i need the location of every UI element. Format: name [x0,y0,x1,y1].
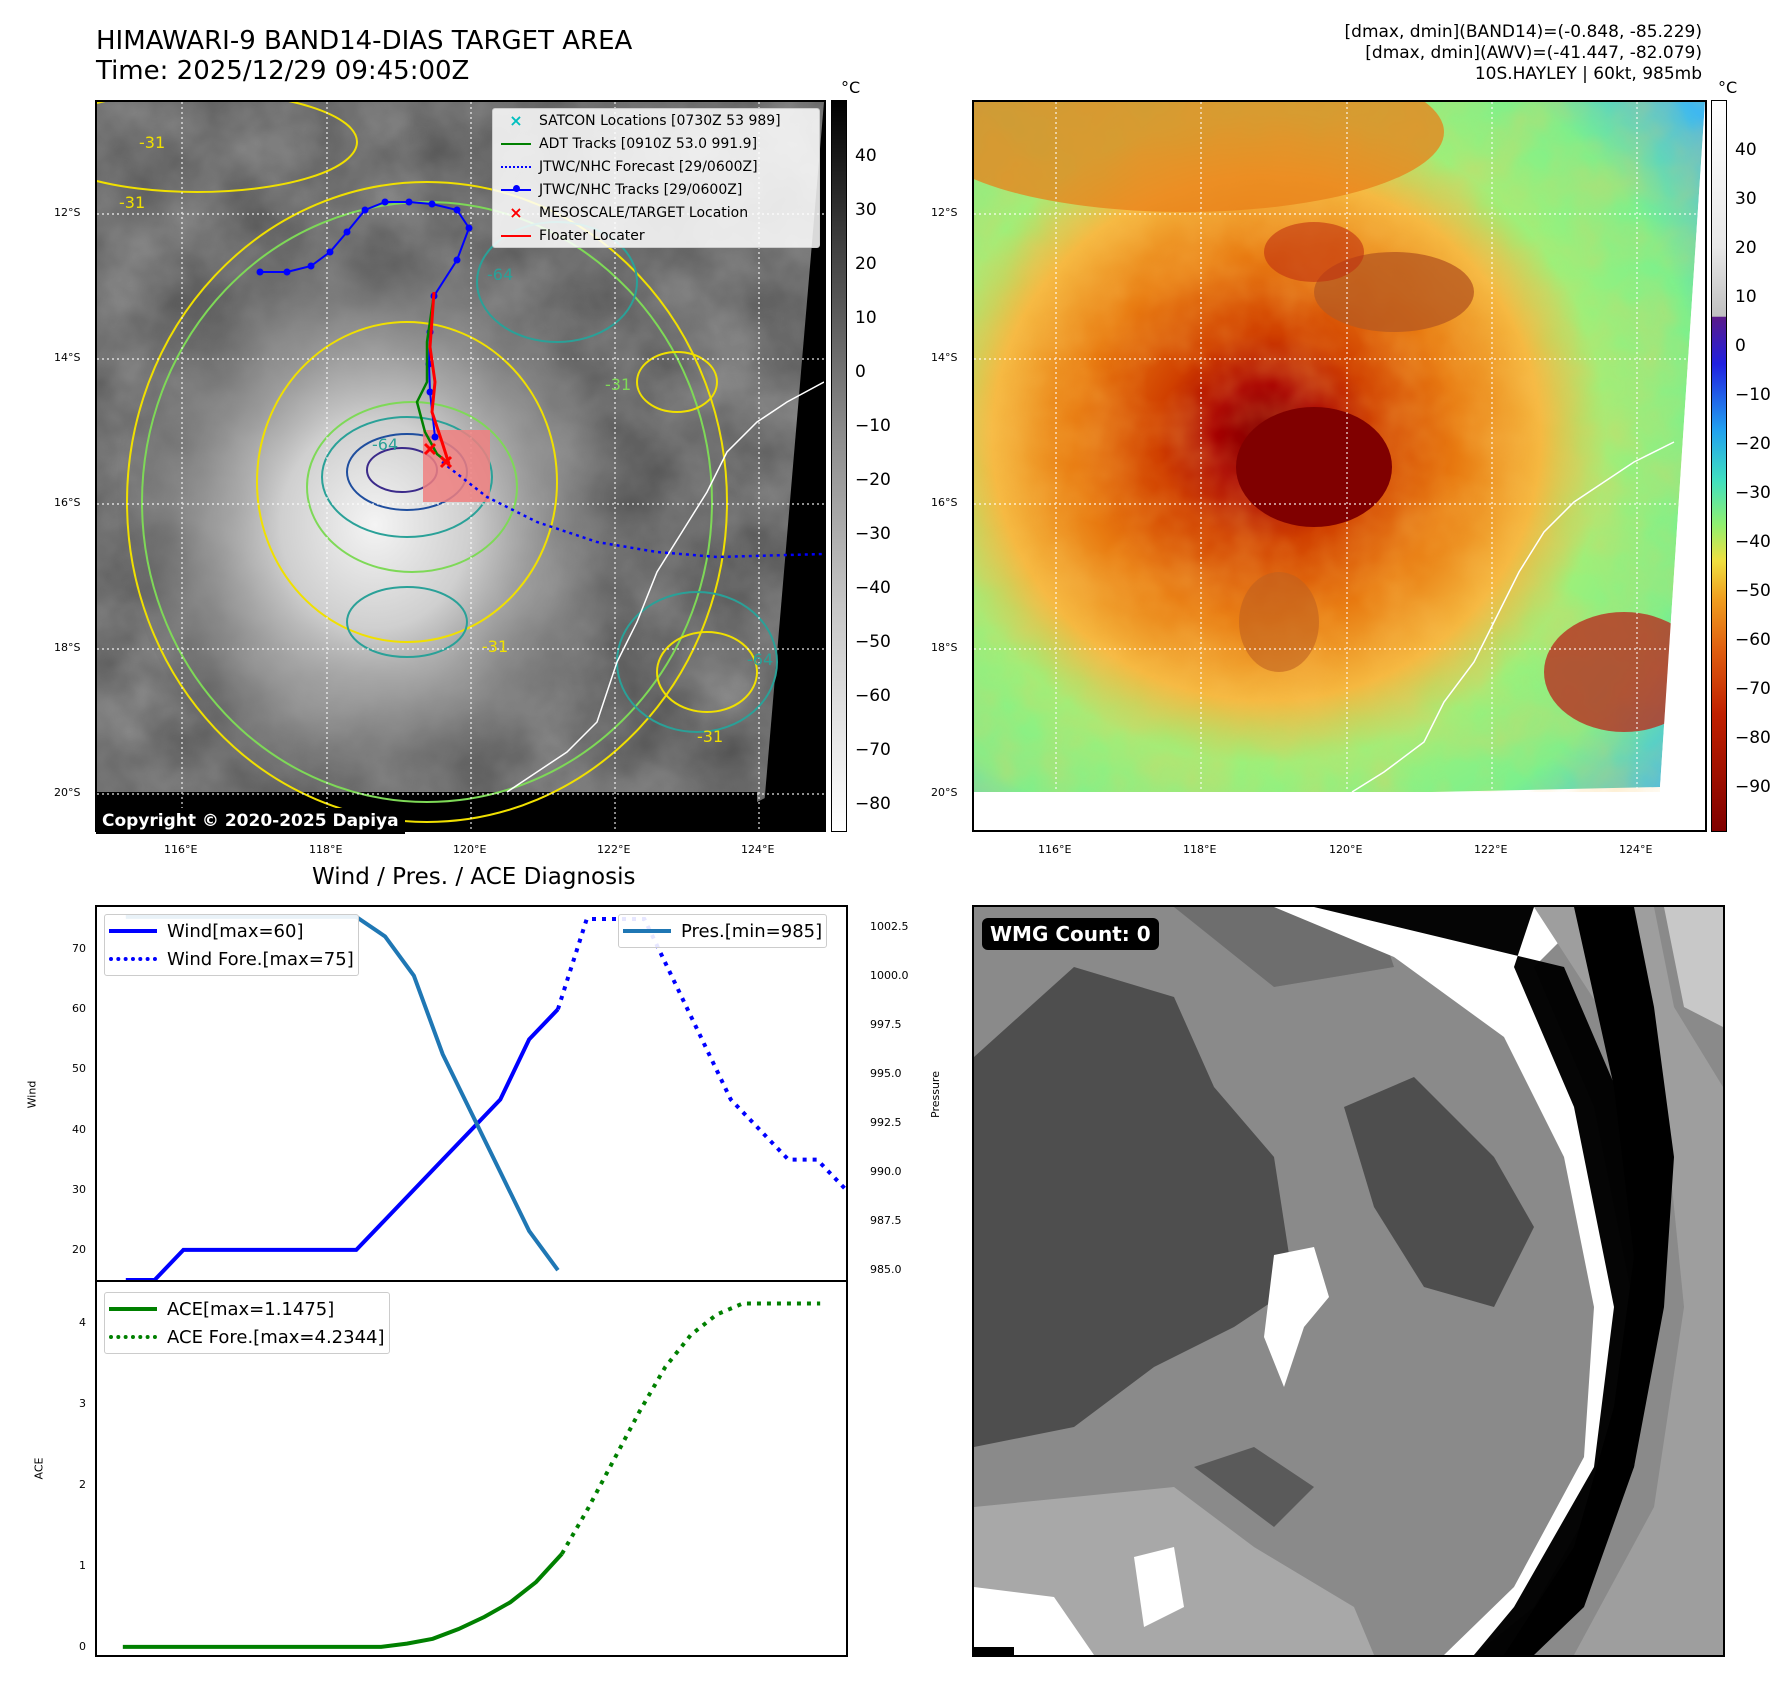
y-tick-label: 987.5 [870,1214,902,1228]
y-tick-label: 2 [79,1477,86,1491]
y-tick-label: 0 [79,1639,86,1653]
y-tick-label: 997.5 [870,1017,902,1031]
y-tick-label: 1000.0 [870,968,909,982]
ir-map-canvas: -31 -31 -64 -64 -31 -31 -64 -31 [97,102,824,830]
ace-chart [95,1280,848,1657]
left-colorbar-unit: °C [841,78,861,97]
wmg-count-badge: WMG Count: 0 [982,918,1159,950]
right-colorbar [1711,100,1727,832]
y-tick-label: 992.5 [870,1115,902,1129]
y-tick-label: 40 [72,1122,86,1136]
legend-item-mesoscale: × MESOSCALE/TARGET Location [509,203,749,222]
y-tick-label: 50 [72,1062,86,1076]
y-tick-label: 1 [79,1558,86,1572]
contour-label: -64 [747,650,773,669]
copyright-label: Copyright © 2020-2025 Dapiya [96,808,405,834]
coastline [1351,441,1675,793]
y-tick-label: 60 [72,1002,86,1016]
wind-legend: Wind[max=60] Wind Fore.[max=75] [104,914,359,976]
ace-forecast-legend-item: ACE Fore.[max=4.2344] [109,1323,385,1351]
y-tick-label: 4 [79,1315,86,1329]
floater-track [428,291,451,465]
legend-item-jtwc-forecast: JTWC/NHC Forecast [29/0600Z] [493,155,819,178]
adt-track [415,293,448,463]
series-line-ace-1 [560,1301,821,1555]
series-line-ace-0 [122,1552,564,1649]
diagnosis-title: Wind / Pres. / ACE Diagnosis [312,864,636,890]
storm-intensity: 10S.HAYLEY | 60kt, 985mb [1474,64,1702,84]
y-tick-label: 990.0 [870,1165,902,1179]
coastline [506,381,824,793]
contour-label: -31 [482,637,508,656]
ace-svg [122,1301,821,1649]
ace-axis-label: ACE [32,1457,46,1480]
legend-item-adt: ADT Tracks [0910Z 53.0 991.9] [493,132,819,155]
wind-forecast-legend-item: Wind Fore.[max=75] [109,945,354,973]
enhanced-map-canvas [974,102,1705,830]
track-legend: × SATCON Locations [0730Z 53 989] ADT Tr… [492,108,820,248]
awv-range: [dmax, dmin](AWV)=(-41.447, -82.079) [1365,43,1702,63]
pressure-legend: Pres.[min=985] [618,914,828,948]
contour-label: -64 [372,435,398,454]
y-tick-label: 1002.5 [870,919,909,933]
pressure-axis-label: Pressure [928,1071,942,1118]
y-tick-label: 3 [79,1396,86,1410]
left-colorbar [831,100,847,832]
contour-label: -31 [139,133,165,152]
y-tick-label: 70 [72,942,86,956]
contour-label: -31 [119,193,145,212]
wind-legend-item: Wind[max=60] [109,917,354,945]
contour-label: -64 [487,265,513,284]
contour-label: -31 [605,375,631,394]
enhanced-map-panel [972,100,1707,832]
legend-item-floater: Floater Locater [493,224,819,247]
contour-label: -31 [697,727,723,746]
y-tick-label: 30 [72,1182,86,1196]
wmg-panel [972,905,1725,1657]
right-colorbar-unit: °C [1718,78,1738,97]
series-line-wind-0 [125,1007,560,1280]
legend-item-satcon: × SATCON Locations [0730Z 53 989] [509,111,781,130]
wind-axis-label: Wind [25,1080,39,1109]
jtwc-forecast-track [441,461,824,559]
y-tick-label: 20 [72,1242,86,1256]
ace-legend: ACE[max=1.1475] ACE Fore.[max=4.2344] [104,1292,390,1354]
storm-info: [dmax, dmin](BAND14)=(-0.848, -85.229) [… [1345,22,1702,85]
legend-item-jtwc-tracks: JTWC/NHC Tracks [29/0600Z] [493,178,819,201]
pressure-legend-item: Pres.[min=985] [623,917,822,945]
target-area-box [423,430,490,502]
figure-time: Time: 2025/12/29 09:45:00Z [96,56,470,86]
band14-range: [dmax, dmin](BAND14)=(-0.848, -85.229) [1344,22,1702,42]
series-line-wind-1 [556,917,846,1192]
ace-legend-item: ACE[max=1.1475] [109,1295,385,1323]
figure-title: HIMAWARI-9 BAND14-DIAS TARGET AREA [96,26,633,56]
y-tick-label: 985.0 [870,1263,902,1277]
wmg-canvas [974,907,1723,1655]
y-tick-label: 995.0 [870,1066,902,1080]
